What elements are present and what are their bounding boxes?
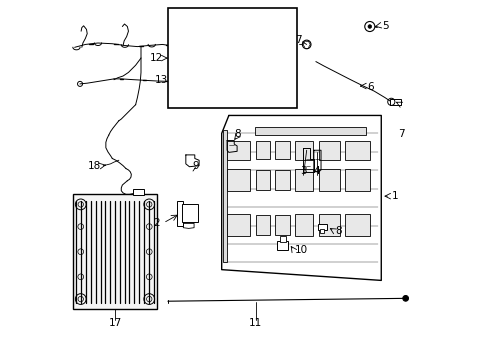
Bar <box>295 169 313 191</box>
Bar <box>223 130 227 262</box>
Text: 15: 15 <box>279 16 293 26</box>
Text: 7: 7 <box>398 129 405 139</box>
Bar <box>344 214 370 235</box>
Bar <box>181 204 197 222</box>
Text: 5: 5 <box>382 21 389 31</box>
Text: 12: 12 <box>150 53 163 63</box>
Bar <box>275 141 290 159</box>
Text: 3: 3 <box>300 166 307 176</box>
Bar <box>256 141 270 159</box>
Text: 4: 4 <box>314 166 320 176</box>
Text: 8: 8 <box>335 226 342 236</box>
Text: 7: 7 <box>295 35 302 45</box>
Bar <box>295 140 313 160</box>
Bar <box>133 189 144 195</box>
Bar <box>280 236 286 242</box>
Bar <box>227 214 250 235</box>
Circle shape <box>403 296 409 301</box>
Bar <box>344 169 370 191</box>
Bar <box>318 169 340 191</box>
Bar <box>73 194 157 309</box>
Bar <box>168 8 297 108</box>
Bar <box>320 229 324 233</box>
Bar <box>318 140 340 160</box>
Text: 18: 18 <box>88 161 101 171</box>
Text: 10: 10 <box>294 245 308 255</box>
Bar <box>318 214 340 235</box>
Circle shape <box>368 25 371 28</box>
Bar <box>277 241 289 249</box>
Bar <box>177 201 183 226</box>
Text: 6: 6 <box>368 82 374 92</box>
Text: 9: 9 <box>192 161 199 171</box>
Text: 13: 13 <box>155 75 168 85</box>
Text: 16: 16 <box>199 58 212 68</box>
Bar <box>256 215 270 235</box>
Text: 1: 1 <box>392 191 398 201</box>
Text: 11: 11 <box>249 318 262 328</box>
Bar <box>275 170 290 190</box>
Bar <box>295 214 313 235</box>
Bar <box>227 140 250 160</box>
Bar <box>390 99 401 105</box>
Bar <box>318 224 327 230</box>
Text: 8: 8 <box>234 129 241 139</box>
Bar <box>275 215 290 235</box>
Bar <box>256 170 270 190</box>
Bar <box>255 127 366 135</box>
Text: 14: 14 <box>180 35 193 45</box>
Bar <box>227 169 250 191</box>
Text: 17: 17 <box>109 318 122 328</box>
Text: 2: 2 <box>153 218 160 228</box>
Bar <box>344 140 370 160</box>
